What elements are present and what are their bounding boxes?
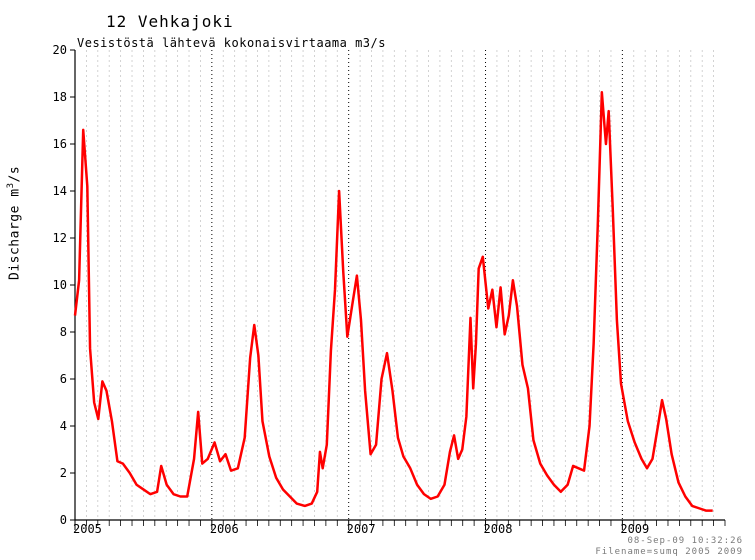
y-tick-label: 4 [37,419,67,433]
y-tick-label: 18 [37,90,67,104]
y-tick-label: 0 [37,513,67,527]
y-tick-label: 12 [37,231,67,245]
y-tick-label: 8 [37,325,67,339]
x-tick-label: 2008 [484,522,513,536]
x-tick-label: 2009 [620,522,649,536]
y-tick-label: 14 [37,184,67,198]
x-tick-label: 2005 [73,522,102,536]
y-tick-label: 16 [37,137,67,151]
y-tick-label: 6 [37,372,67,386]
y-tick-label: 20 [37,43,67,57]
y-tick-label: 10 [37,278,67,292]
x-tick-label: 2006 [210,522,239,536]
y-tick-label: 2 [37,466,67,480]
x-tick-label: 2007 [347,522,376,536]
chart-svg [0,0,755,560]
